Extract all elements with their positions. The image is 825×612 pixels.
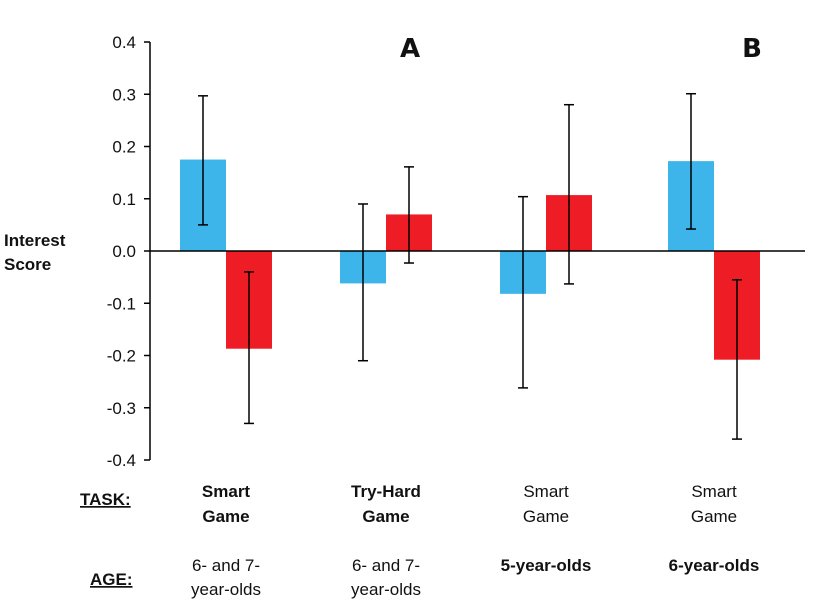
task-label: Game: [523, 507, 569, 526]
panel-label-a: A: [400, 34, 420, 64]
task-row-header: TASK:: [80, 490, 131, 509]
age-row-header: AGE:: [90, 570, 133, 589]
y-tick-label: -0.1: [107, 294, 136, 313]
y-tick-label: 0.2: [112, 138, 136, 157]
y-axis-label: Score: [4, 255, 51, 274]
task-label: Game: [202, 507, 249, 526]
y-tick-label: 0.4: [112, 33, 136, 52]
age-label: 5-year-olds: [501, 556, 592, 575]
y-tick-label: -0.2: [107, 347, 136, 366]
task-label: Game: [362, 507, 409, 526]
task-label: Smart: [691, 482, 737, 501]
y-tick-label: -0.4: [107, 451, 136, 470]
y-tick-label: 0.1: [112, 190, 136, 209]
y-tick-label: -0.3: [107, 399, 136, 418]
age-label: 6- and 7-: [192, 556, 260, 575]
task-label: Game: [691, 507, 737, 526]
y-tick-label: 0.3: [112, 85, 136, 104]
y-axis-label: Interest: [4, 231, 66, 250]
age-label: year-olds: [351, 580, 421, 599]
age-label: year-olds: [191, 580, 261, 599]
task-label: Try-Hard: [351, 482, 421, 501]
task-label: Smart: [523, 482, 569, 501]
panel-label-b: B: [742, 34, 762, 64]
age-label: 6- and 7-: [352, 556, 420, 575]
y-tick-label: 0.0: [112, 242, 136, 261]
task-label: Smart: [202, 482, 251, 501]
age-label: 6-year-olds: [669, 556, 760, 575]
